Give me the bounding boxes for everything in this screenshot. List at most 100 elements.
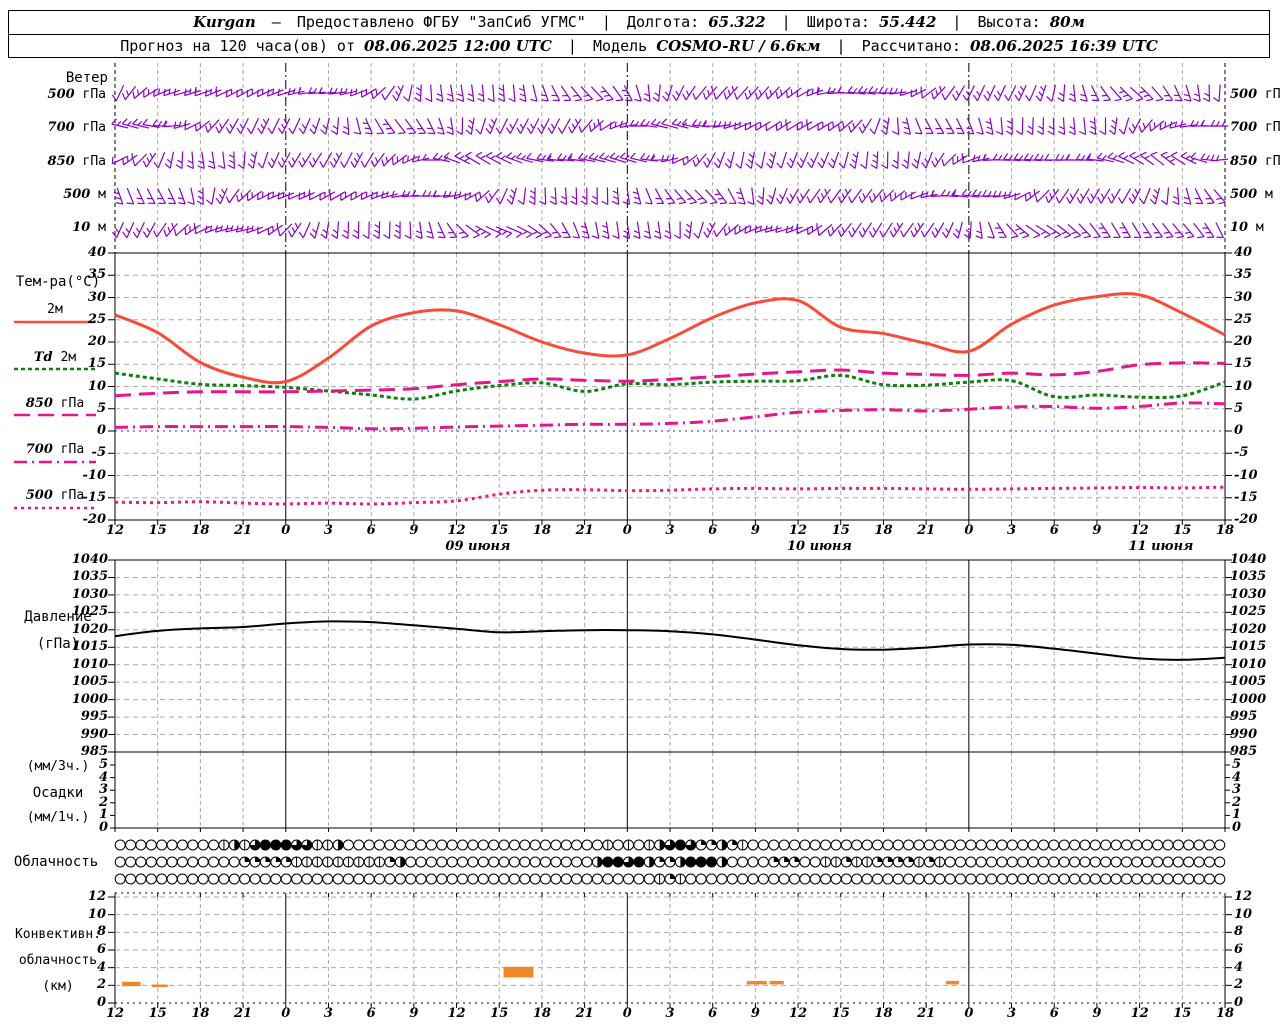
wind-level-unit: м [98, 220, 106, 235]
temp-ytick-right: 15 [1234, 356, 1253, 372]
wind-barb [467, 84, 475, 102]
temp-ytick-right: -10 [1234, 467, 1258, 483]
wind-barb [643, 84, 651, 103]
latitude-label: Широта: [806, 13, 870, 31]
wind-barb [572, 221, 581, 239]
temp-ytick-left: 20 [87, 334, 106, 349]
wind-barb [671, 118, 689, 129]
wind-barb [142, 152, 157, 168]
wind-barb [982, 189, 1000, 197]
wind-barb [1090, 85, 1100, 102]
wind-barb [920, 190, 938, 199]
temp-ytick-right: -20 [1234, 512, 1258, 527]
wind-barb [517, 187, 527, 205]
wind-barb [765, 120, 782, 132]
wind-barb [1046, 224, 1062, 239]
wind-barb [892, 117, 900, 136]
conv-ytick-left: 2 [96, 977, 106, 993]
wind-barb [966, 117, 975, 135]
wind-barb [827, 120, 844, 132]
wind-barb [485, 225, 502, 238]
hour-label-top: 3 [323, 523, 333, 538]
wind-barb [672, 85, 685, 101]
wind-barb [827, 151, 840, 169]
wind-barb [807, 151, 819, 169]
wind-barb [475, 117, 487, 135]
wind-barb [372, 221, 381, 240]
wind-barb [684, 189, 697, 205]
wind-barb [619, 152, 637, 163]
temp-ytick-left: 25 [87, 311, 106, 327]
wind-barb [879, 222, 893, 238]
hour-label-top: 12 [1130, 523, 1149, 538]
grid-layer [114, 63, 1226, 1004]
wind-barb [1107, 188, 1121, 204]
wind-barb [1036, 117, 1044, 136]
wind-barb [257, 118, 270, 135]
cloud-symbol-quarter [908, 857, 914, 862]
wind-barb [173, 88, 191, 96]
separator: | [781, 13, 791, 31]
conv-ytick-right: 10 [1234, 906, 1253, 922]
wind-barb [921, 151, 933, 169]
pressure-ytick-left: 1010 [71, 656, 108, 672]
wind-barb [298, 221, 311, 239]
wind-barb [136, 188, 145, 205]
wind-barb [858, 222, 872, 238]
wind-barb [456, 84, 465, 102]
wind-barb [633, 221, 641, 239]
pressure-ytick-right: 1005 [1230, 674, 1267, 690]
cloud-symbol-overcast [706, 857, 717, 867]
wind-level-unit: гПа [82, 120, 106, 135]
hour-label-top: 6 [1049, 523, 1059, 538]
wind-barb [609, 121, 627, 130]
wind-barb [653, 221, 662, 239]
wind-barb [1129, 151, 1145, 165]
wind-barb [570, 86, 583, 102]
wind-barb [184, 121, 201, 131]
wind-barb [537, 118, 550, 134]
wind-barb [858, 118, 872, 134]
wind-barb [1078, 223, 1092, 239]
wind-barb [497, 84, 505, 103]
wind-barb [755, 151, 766, 169]
wind-barb [1015, 224, 1030, 239]
header-box: Kurgan — Предоставлено ФГБУ "ЗапСиб УГМС… [8, 10, 1270, 58]
wind-barb [557, 118, 571, 134]
wind-barb [590, 86, 604, 102]
wind-barb [331, 221, 340, 239]
wind-barb [1078, 117, 1087, 136]
cloud-symbol-half [597, 857, 603, 867]
wind-level-unit: гПа [82, 154, 106, 169]
wind-barb [328, 87, 347, 95]
hour-label-top: 0 [281, 523, 291, 538]
wind-barb [645, 187, 653, 205]
wind-barb [132, 118, 150, 129]
legend-num: 850 [25, 396, 53, 411]
pressure-ytick-left: 1000 [71, 691, 108, 707]
wind-barb [360, 152, 374, 168]
conv-ytick-left: 8 [96, 924, 106, 940]
temp-ytick-left: 35 [87, 267, 106, 283]
wind-barb [320, 117, 330, 135]
hour-label-bottom: 15 [148, 1006, 167, 1021]
wind-level-num: 850 [1230, 154, 1258, 169]
wind-barb [703, 152, 716, 168]
wind-barb [153, 88, 170, 97]
hour-label-bottom: 0 [622, 1006, 632, 1021]
wind-level-num: 850 [47, 154, 75, 169]
wind-barb [1119, 222, 1132, 238]
wind-barb [362, 117, 373, 135]
wind-barb [1151, 86, 1164, 102]
wind-barb [287, 87, 305, 96]
wind-barb [1014, 191, 1031, 201]
wind-barb [425, 84, 433, 103]
wind-barb [485, 188, 499, 204]
wind-barb [693, 221, 704, 239]
cloud-symbol-half [659, 840, 665, 850]
wind-barb [1108, 117, 1118, 135]
hour-label-top: 0 [622, 523, 632, 538]
forecast-time: 08.06.2025 12:00 UTC [364, 37, 552, 55]
wind-barb [277, 118, 291, 134]
wind-barb [1058, 117, 1066, 136]
